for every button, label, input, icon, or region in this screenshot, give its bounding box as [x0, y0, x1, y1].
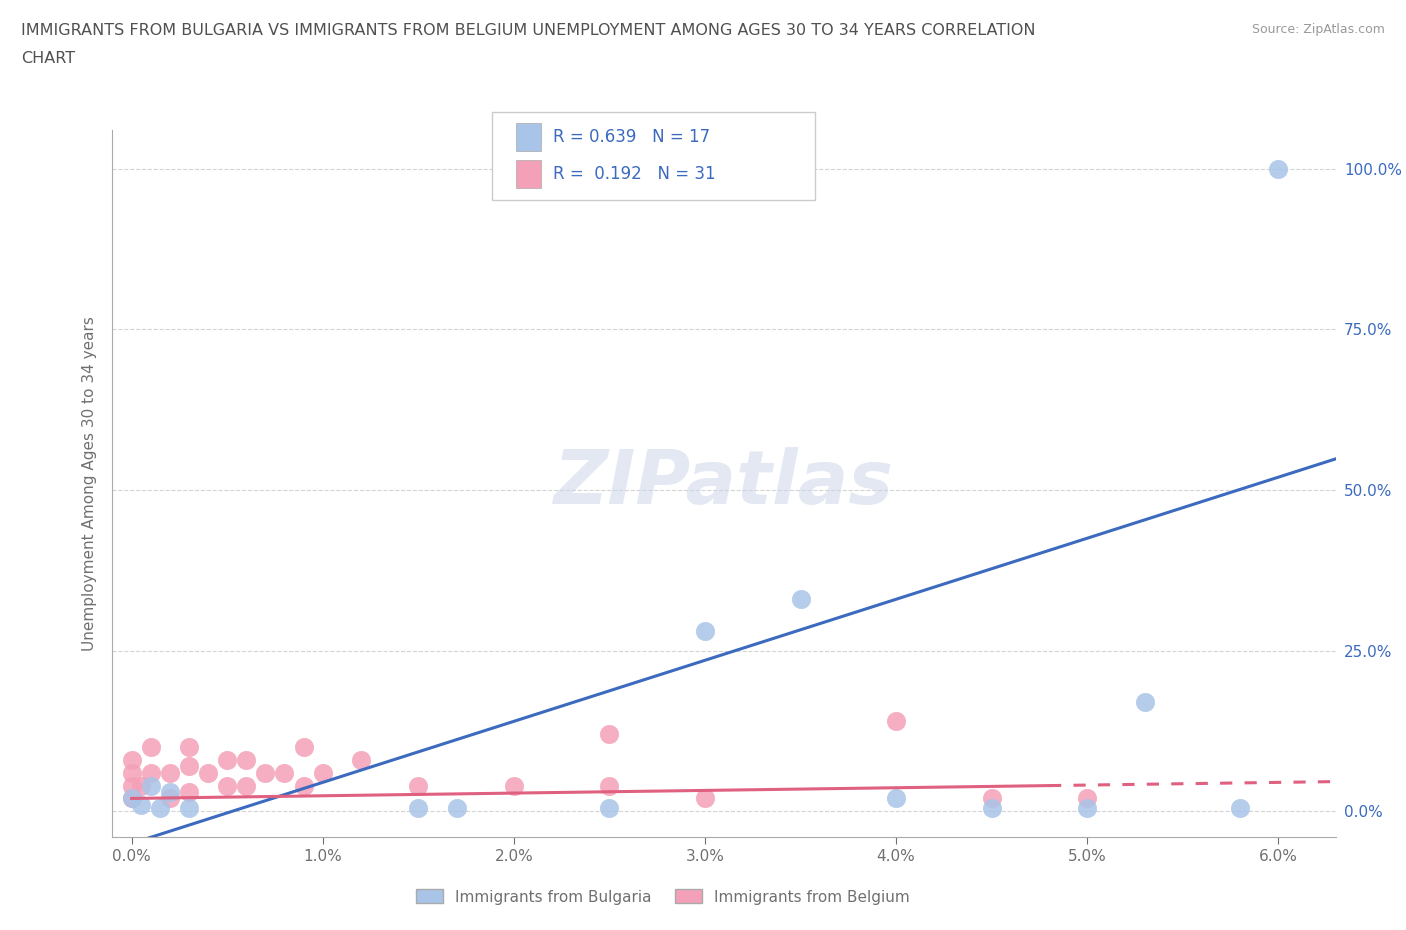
Point	[980, 801, 1002, 816]
Point	[884, 791, 907, 806]
Point	[121, 765, 143, 780]
Point	[217, 778, 239, 793]
Point	[408, 801, 430, 816]
Point	[598, 801, 620, 816]
Point	[980, 791, 1002, 806]
Point	[159, 791, 181, 806]
Point	[129, 797, 152, 812]
Point	[598, 778, 620, 793]
Point	[693, 624, 716, 639]
Point	[292, 778, 315, 793]
Point	[1267, 161, 1289, 176]
Point	[121, 778, 143, 793]
Point	[139, 739, 162, 754]
Point	[1133, 695, 1156, 710]
Point	[408, 778, 430, 793]
Point	[235, 778, 257, 793]
Text: ZIPatlas: ZIPatlas	[554, 447, 894, 520]
Point	[149, 801, 172, 816]
Point	[693, 791, 716, 806]
Point	[350, 752, 373, 767]
Text: R =  0.192   N = 31: R = 0.192 N = 31	[553, 165, 716, 183]
Point	[177, 801, 200, 816]
Y-axis label: Unemployment Among Ages 30 to 34 years: Unemployment Among Ages 30 to 34 years	[82, 316, 97, 651]
Point	[446, 801, 468, 816]
Point	[1229, 801, 1251, 816]
Point	[121, 791, 143, 806]
Text: Source: ZipAtlas.com: Source: ZipAtlas.com	[1251, 23, 1385, 36]
Point	[177, 739, 200, 754]
Point	[254, 765, 277, 780]
Text: IMMIGRANTS FROM BULGARIA VS IMMIGRANTS FROM BELGIUM UNEMPLOYMENT AMONG AGES 30 T: IMMIGRANTS FROM BULGARIA VS IMMIGRANTS F…	[21, 23, 1036, 38]
Point	[197, 765, 219, 780]
Point	[789, 591, 811, 606]
Point	[312, 765, 335, 780]
Point	[159, 785, 181, 800]
Legend: Immigrants from Bulgaria, Immigrants from Belgium: Immigrants from Bulgaria, Immigrants fro…	[409, 884, 917, 910]
Point	[235, 752, 257, 767]
Point	[884, 714, 907, 729]
Point	[121, 791, 143, 806]
Point	[292, 739, 315, 754]
Point	[139, 778, 162, 793]
Point	[159, 765, 181, 780]
Point	[1076, 801, 1098, 816]
Text: CHART: CHART	[21, 51, 75, 66]
Text: R = 0.639   N = 17: R = 0.639 N = 17	[553, 127, 710, 146]
Point	[129, 778, 152, 793]
Point	[502, 778, 524, 793]
Point	[273, 765, 295, 780]
Point	[177, 785, 200, 800]
Point	[177, 759, 200, 774]
Point	[598, 726, 620, 741]
Point	[139, 765, 162, 780]
Point	[121, 752, 143, 767]
Point	[1076, 791, 1098, 806]
Point	[217, 752, 239, 767]
